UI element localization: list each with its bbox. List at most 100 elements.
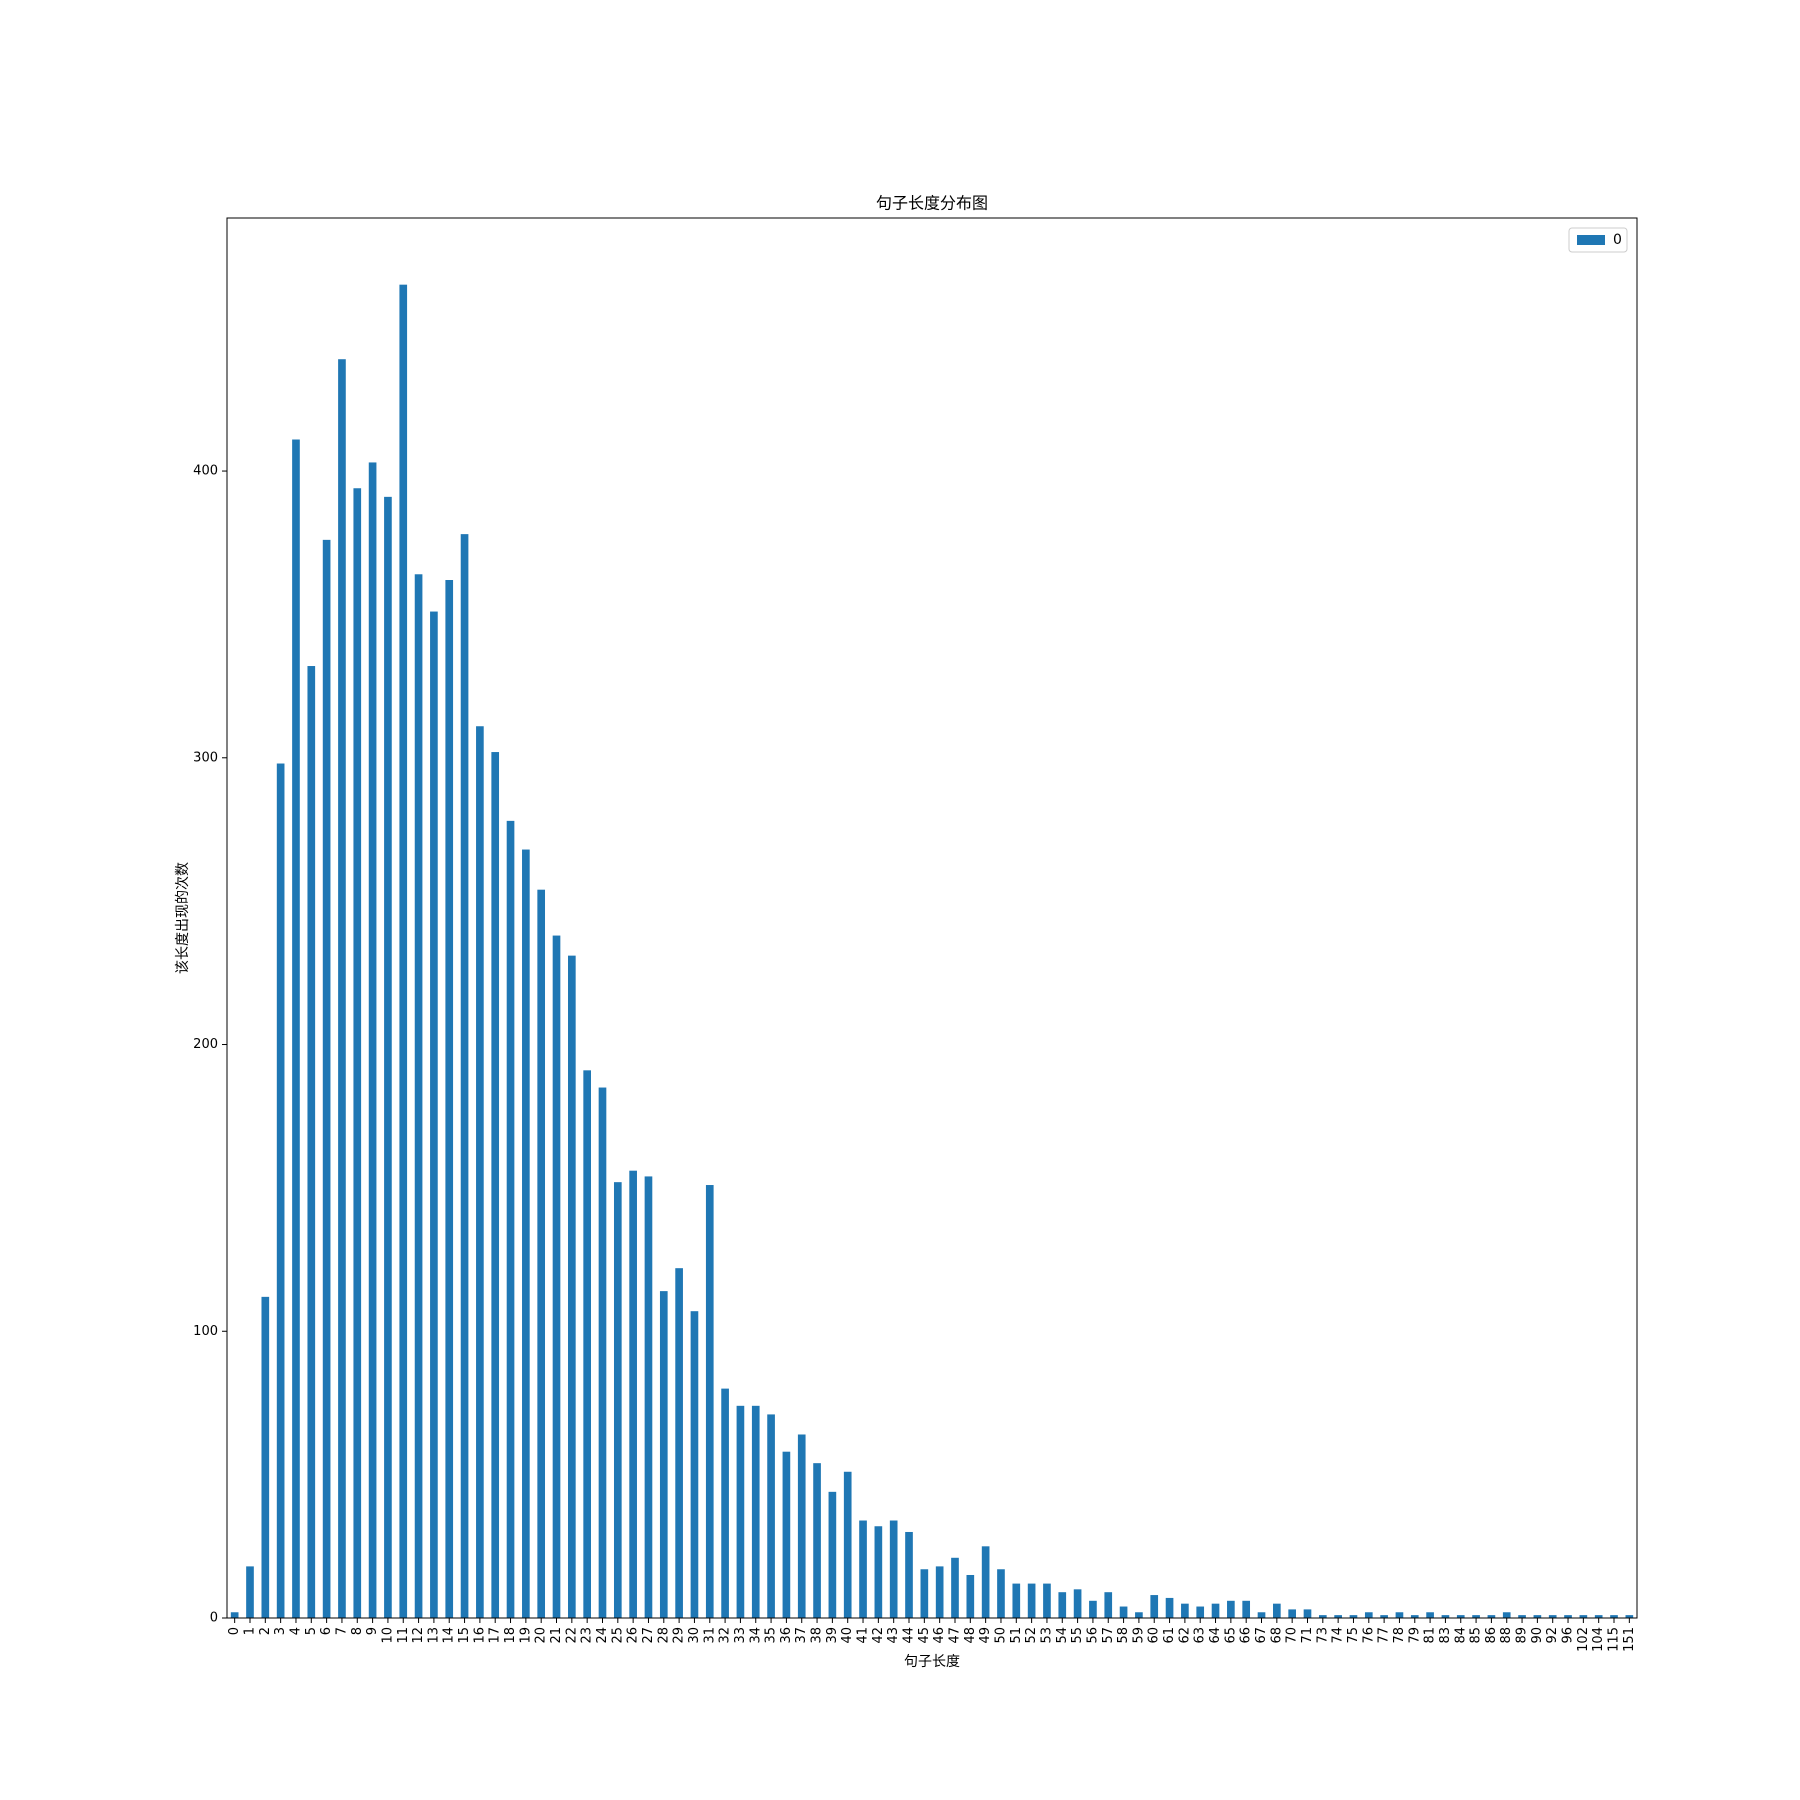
bar: [368, 462, 377, 1618]
bar: [261, 1296, 270, 1618]
x-tick-label: 24: [595, 1627, 610, 1644]
bar: [399, 284, 408, 1619]
bar: [1181, 1603, 1189, 1618]
bar: [1334, 1615, 1342, 1618]
y-tick-label: 400: [193, 464, 218, 479]
bar: [920, 1569, 929, 1618]
x-tick-label: 0: [227, 1627, 242, 1635]
bar: [1441, 1615, 1450, 1618]
x-tick-label: 104: [1591, 1627, 1606, 1652]
bar: [1211, 1603, 1220, 1618]
x-tick-label: 3: [273, 1627, 288, 1635]
x-tick-label: 12: [411, 1627, 426, 1644]
x-tick-label: 29: [672, 1627, 687, 1644]
x-tick-label: 66: [1239, 1627, 1254, 1644]
bar: [338, 359, 346, 1618]
x-tick-label: 53: [1039, 1627, 1054, 1644]
x-tick-label: 92: [1545, 1627, 1560, 1644]
bar: [889, 1520, 898, 1618]
x-tick-label: 11: [396, 1627, 411, 1644]
bar: [522, 849, 530, 1618]
bar: [476, 726, 484, 1618]
bar: [1135, 1612, 1143, 1618]
bar: [307, 666, 316, 1618]
x-tick-label: 70: [1285, 1627, 1300, 1644]
bar: [690, 1311, 699, 1618]
x-tick-label: 31: [702, 1627, 717, 1644]
x-tick-label: 15: [457, 1627, 472, 1644]
bar: [384, 496, 392, 1619]
x-tick-label: 68: [1269, 1627, 1284, 1644]
bar: [782, 1451, 791, 1618]
x-tick-label: 54: [1055, 1627, 1070, 1644]
x-tick-label: 75: [1346, 1627, 1361, 1644]
bar: [659, 1291, 668, 1618]
x-tick-label: 8: [350, 1627, 365, 1635]
bar: [721, 1388, 729, 1618]
x-tick-label: 56: [1085, 1627, 1100, 1644]
bar: [1089, 1600, 1097, 1618]
x-tick-label: 84: [1453, 1627, 1468, 1644]
bar: [1196, 1606, 1205, 1618]
bar: [1579, 1615, 1588, 1618]
x-tick-label: 13: [426, 1627, 441, 1644]
x-tick-label: 63: [1193, 1627, 1208, 1644]
x-tick-label: 9: [365, 1627, 380, 1635]
x-tick-label: 62: [1177, 1627, 1192, 1644]
x-tick-label: 10: [380, 1627, 395, 1644]
x-tick-label: 51: [1009, 1627, 1024, 1644]
x-tick-label: 74: [1331, 1627, 1346, 1644]
bar: [1564, 1615, 1572, 1618]
x-tick-label: 46: [932, 1627, 947, 1644]
bar: [1318, 1615, 1327, 1618]
x-tick-label: 23: [580, 1627, 595, 1644]
bar: [1027, 1583, 1036, 1618]
bar: [751, 1405, 760, 1618]
x-tick-label: 89: [1515, 1627, 1530, 1644]
x-tick-label: 21: [549, 1627, 564, 1644]
bar: [1104, 1592, 1113, 1618]
bar: [1073, 1589, 1082, 1618]
bar: [1119, 1606, 1128, 1618]
x-tick-label: 22: [564, 1627, 579, 1644]
x-tick-label: 28: [656, 1627, 671, 1644]
x-tick-label: 76: [1361, 1627, 1376, 1644]
bar: [292, 439, 300, 1618]
bar: [1395, 1612, 1404, 1618]
x-tick-label: 86: [1484, 1627, 1499, 1644]
x-tick-label: 64: [1208, 1627, 1223, 1644]
bar: [951, 1557, 959, 1618]
bar: [537, 889, 546, 1618]
bar: [230, 1612, 239, 1618]
bar: [506, 820, 515, 1618]
x-tick-label: 73: [1315, 1627, 1330, 1644]
bar: [843, 1471, 852, 1618]
bar: [1456, 1615, 1465, 1618]
bar: [1472, 1615, 1480, 1618]
y-tick-label: 300: [193, 750, 218, 765]
bar: [598, 1087, 607, 1618]
plot-frame: [226, 217, 1638, 1619]
bar: [1227, 1600, 1235, 1618]
bar: [1165, 1597, 1174, 1618]
x-tick-label: 67: [1254, 1627, 1269, 1644]
bar: [1058, 1592, 1067, 1618]
bar: [1257, 1612, 1266, 1618]
bar: [1610, 1615, 1618, 1618]
x-tick-label: 85: [1469, 1627, 1484, 1644]
x-tick-label: 151: [1622, 1627, 1637, 1652]
bar: [797, 1434, 806, 1618]
x-tick-label: 37: [794, 1627, 809, 1644]
x-tick-label: 41: [856, 1627, 871, 1644]
chart-title: 句子长度分布图: [876, 194, 988, 213]
bar: [1303, 1609, 1312, 1618]
bar: [1012, 1583, 1021, 1618]
bar: [552, 935, 561, 1618]
bar: [997, 1569, 1005, 1618]
bar: [1487, 1615, 1496, 1618]
bar: [905, 1531, 913, 1618]
y-tick-label: 100: [193, 1324, 218, 1339]
x-tick-label: 79: [1407, 1627, 1422, 1644]
bar: [767, 1414, 775, 1618]
bar: [276, 763, 285, 1618]
